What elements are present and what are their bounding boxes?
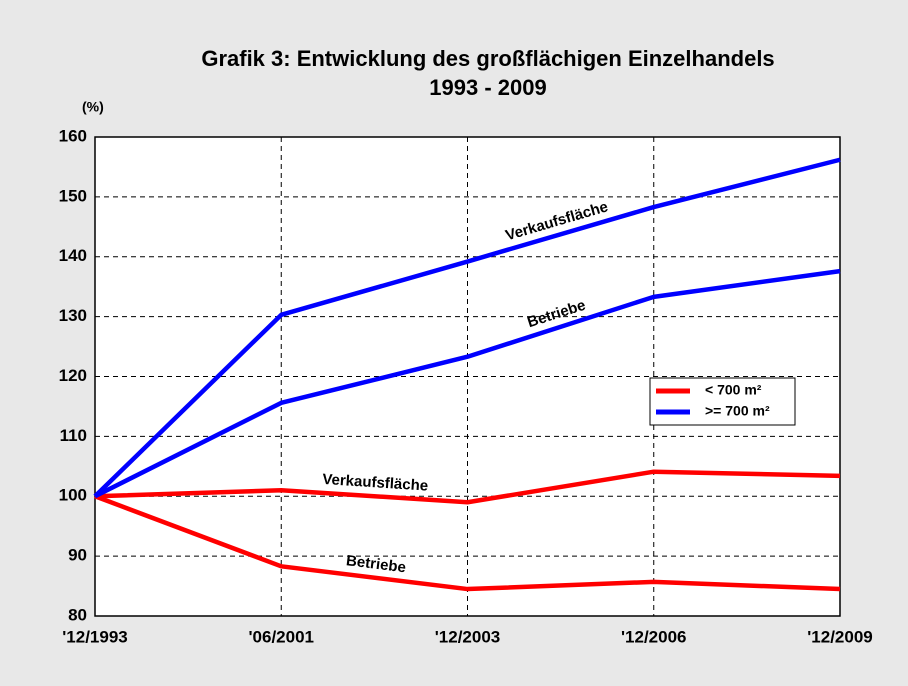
plot-border [94, 136, 841, 617]
y-tick-label: 90 [68, 546, 87, 565]
x-tick-label: '12/2006 [621, 627, 687, 646]
x-tick-label: '12/1993 [62, 627, 128, 646]
line-annotation: Verkaufsfläche [322, 471, 429, 495]
y-tick-label: 80 [68, 605, 87, 624]
legend-label: < 700 m² [705, 382, 762, 398]
legend-label: >= 700 m² [705, 403, 770, 419]
y-tick-label: 160 [59, 126, 87, 145]
y-axis-label: (%) [82, 99, 104, 115]
y-tick-label: 120 [59, 366, 87, 385]
x-tick-label: '12/2009 [807, 627, 873, 646]
y-tick-label: 150 [59, 186, 87, 205]
legend-box [649, 377, 796, 426]
y-tick-label: 110 [60, 426, 87, 445]
y-tick-label: 140 [59, 246, 87, 265]
y-tick-label: 100 [59, 486, 87, 505]
line [93, 157, 841, 498]
chart-title: Grafik 3: Entwicklung des großflächigen … [201, 46, 774, 71]
line [93, 268, 841, 499]
line [94, 494, 841, 592]
line [94, 469, 841, 505]
chart-title: 1993 - 2009 [429, 75, 546, 100]
x-tick-label: '06/2001 [249, 627, 315, 646]
y-tick-label: 130 [59, 306, 87, 325]
x-tick-label: '12/2003 [435, 627, 501, 646]
